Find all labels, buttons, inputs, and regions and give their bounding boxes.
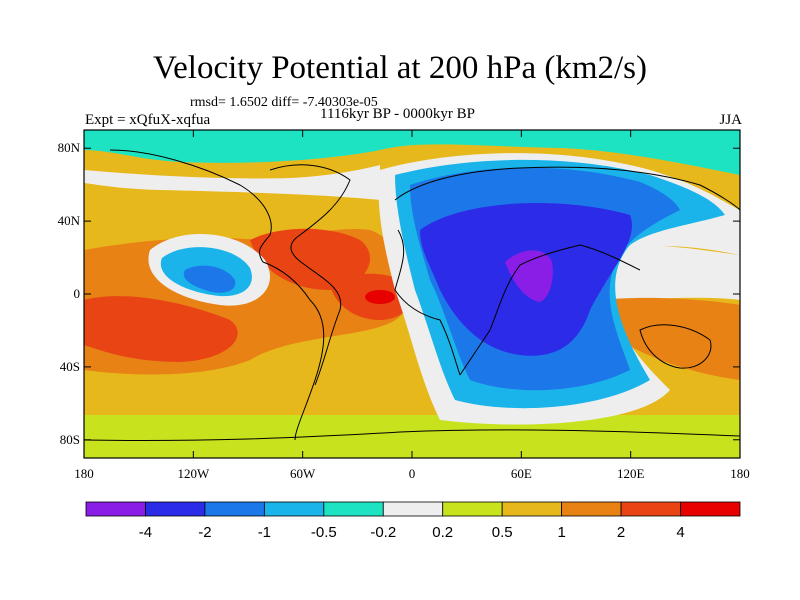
coast-americas-west [109, 149, 325, 441]
x-tick-label: 180 [730, 466, 750, 481]
x-tick-label: 180 [74, 466, 94, 481]
field-blue-epac [183, 265, 236, 293]
x-tick-label: 60W [290, 466, 316, 481]
colorbar-box [561, 501, 622, 517]
colorbar-box [85, 501, 146, 517]
chart-title: Velocity Potential at 200 hPa (km2/s) [152, 50, 648, 86]
field-north-white [84, 165, 380, 200]
period-text: 1116kyr BP - 0000kyr BP [320, 106, 476, 122]
colorbar-box [620, 501, 681, 517]
colorbar-label: -0.5 [311, 524, 337, 541]
colorbar-box [204, 501, 265, 517]
x-tick-label: 60E [511, 466, 532, 481]
coast-africa-west [394, 229, 461, 376]
colorbar-box [442, 501, 503, 517]
stats-text: rmsd= 1.6502 diff= -7.40303e-05 [190, 95, 378, 110]
colorbar-box [263, 501, 325, 517]
colorbar-label: -1 [258, 524, 271, 541]
y-tick-label: 40N [58, 213, 81, 228]
axis-ticks: 180 120W 60W 0 60E 120E 180 80N 40N 0 40S 80S [58, 130, 750, 481]
map-field [84, 130, 740, 458]
field-red-caribbean [250, 228, 370, 290]
season-label: JJA [719, 112, 742, 128]
colorbar-box [501, 501, 563, 517]
coast-americas-east [269, 164, 351, 386]
coast-eurasia-north [394, 166, 740, 211]
colorbar-box [323, 501, 384, 517]
colorbar: -4 -2 -1 -0.5 -0.2 0.2 0.5 1 2 4 [85, 501, 741, 541]
coast-africa-asia [459, 244, 641, 376]
y-tick-label: 80N [58, 140, 81, 155]
colorbar-label: 1 [557, 524, 565, 541]
experiment-label: Expt = xQfuX-xqfua [85, 112, 211, 128]
colorbar-label: 0.2 [432, 524, 453, 541]
field-white-wpac [600, 245, 740, 300]
coast-australia [639, 324, 712, 369]
field-south-band [84, 415, 740, 458]
y-tick-label: 0 [74, 286, 81, 301]
field-red-max [365, 290, 395, 304]
colorbar-label: -0.2 [370, 524, 396, 541]
y-tick-label: 80S [60, 432, 80, 447]
colorbar-label: 0.5 [492, 524, 513, 541]
colorbar-label: 2 [617, 524, 625, 541]
colorbar-label: 4 [676, 524, 684, 541]
field-red-south-pacific [84, 296, 238, 362]
coast-antarctica [84, 429, 740, 442]
y-tick-label: 40S [60, 359, 80, 374]
colorbar-box [680, 501, 741, 517]
colorbar-box [145, 501, 206, 517]
x-tick-label: 0 [409, 466, 416, 481]
field-neg-min [505, 250, 553, 302]
colorbar-label: -4 [139, 524, 152, 541]
colorbar-label: -2 [198, 524, 211, 541]
colorbar-box [382, 501, 444, 517]
x-tick-label: 120W [177, 466, 210, 481]
field-arctic [84, 130, 740, 175]
x-tick-label: 120E [617, 466, 645, 481]
coastlines [84, 149, 740, 442]
